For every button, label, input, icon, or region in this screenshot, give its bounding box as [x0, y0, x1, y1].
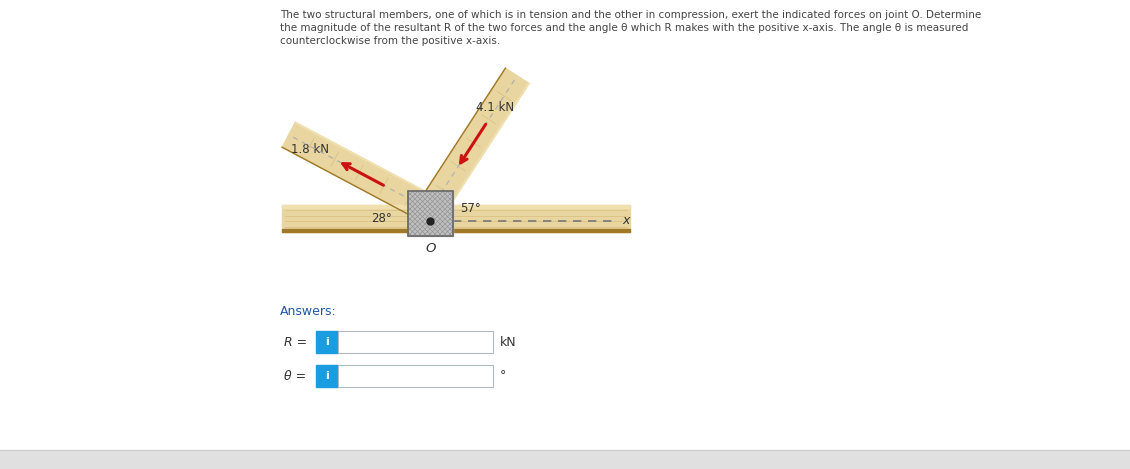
Bar [282, 205, 631, 232]
Bar [282, 229, 631, 232]
Bar [316, 365, 338, 387]
Text: 57°: 57° [461, 202, 481, 214]
Bar [408, 191, 452, 236]
Text: i: i [325, 337, 329, 347]
Bar [338, 331, 493, 353]
Text: the magnitude of the resultant R of the two forces and the angle θ which R makes: the magnitude of the resultant R of the … [280, 23, 968, 33]
Text: °: ° [499, 370, 506, 383]
Text: O: O [426, 242, 436, 255]
Bar [316, 331, 338, 353]
Text: 4.1 kN: 4.1 kN [476, 101, 514, 114]
Text: i: i [325, 371, 329, 381]
Text: θ =: θ = [284, 370, 306, 383]
Polygon shape [282, 122, 436, 222]
Text: The two structural members, one of which is in tension and the other in compress: The two structural members, one of which… [280, 10, 981, 20]
Bar [0, 450, 1130, 469]
Text: 1.8 kN: 1.8 kN [292, 143, 329, 156]
Text: counterclockwise from the positive x-axis.: counterclockwise from the positive x-axi… [280, 36, 501, 46]
Text: R =: R = [284, 335, 307, 348]
Text: Answers:: Answers: [280, 305, 337, 318]
Text: kN: kN [499, 335, 516, 348]
Polygon shape [418, 68, 529, 218]
Bar [408, 191, 452, 236]
Text: x: x [622, 214, 629, 227]
Bar [282, 205, 631, 208]
Text: 28°: 28° [371, 212, 391, 225]
Bar [338, 365, 493, 387]
